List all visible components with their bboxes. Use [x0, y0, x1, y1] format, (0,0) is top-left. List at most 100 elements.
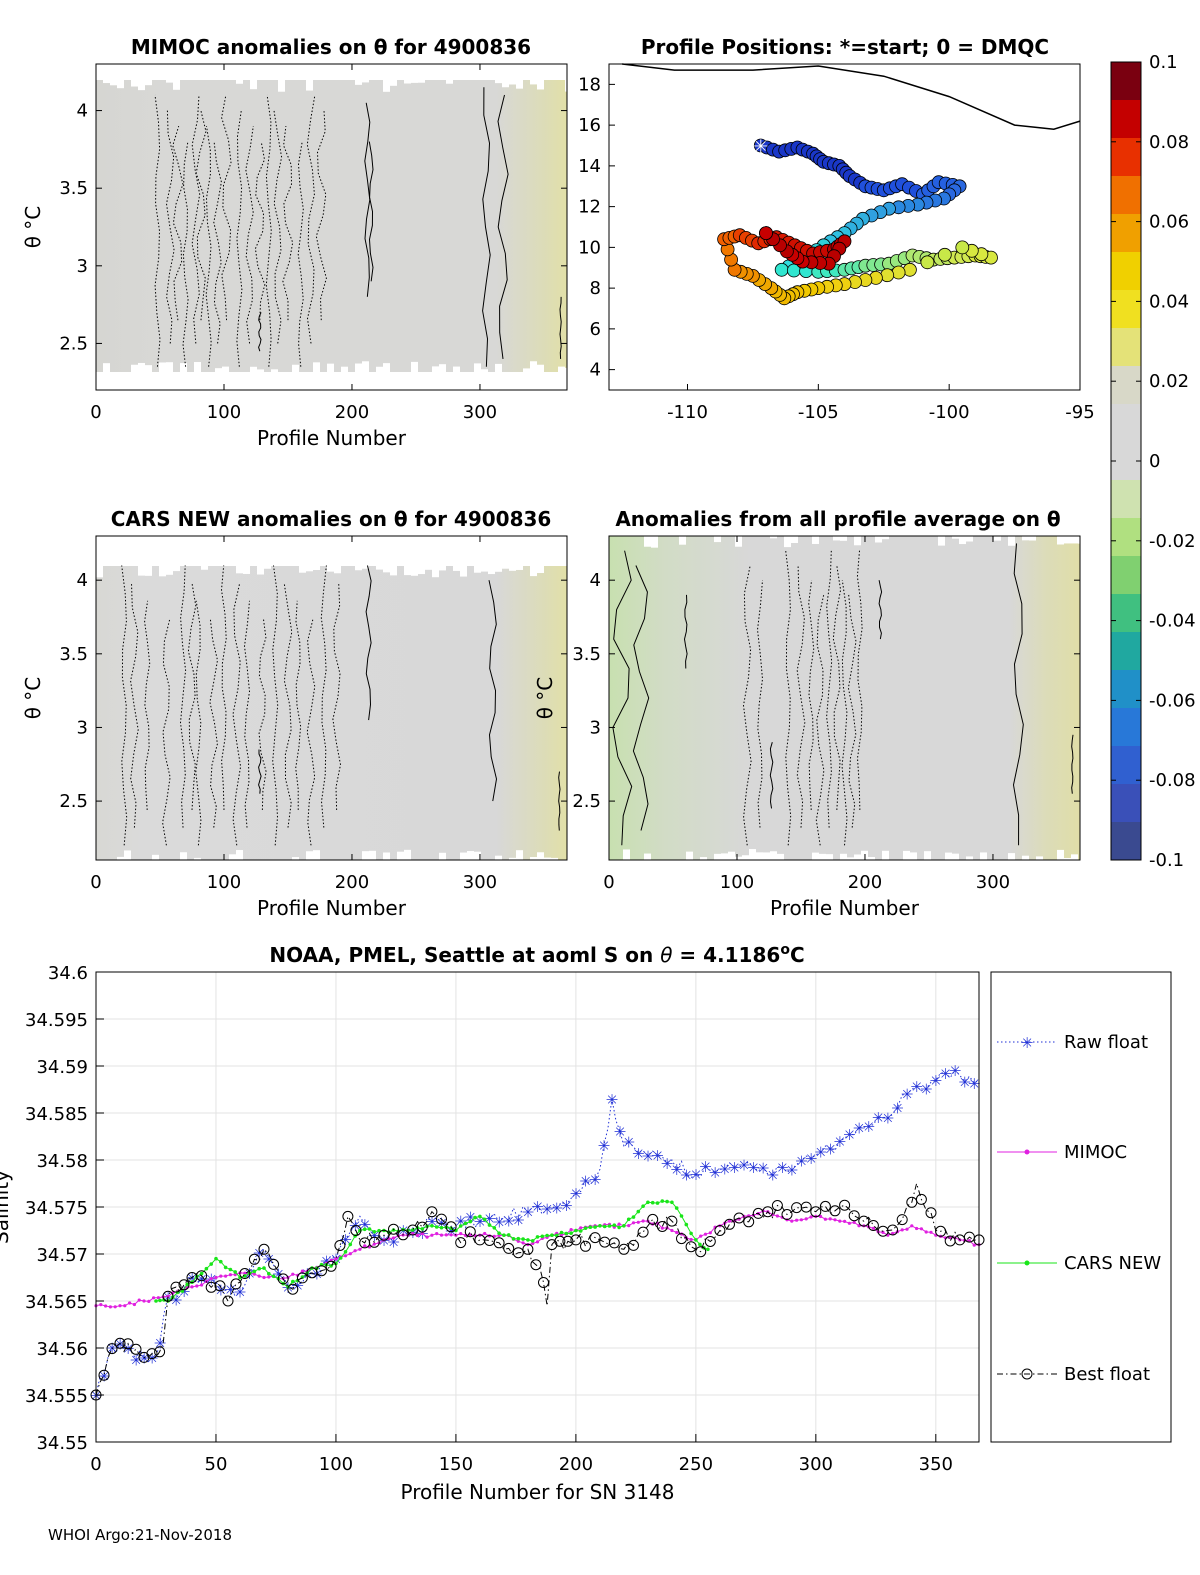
- colorbar-swatch: [1111, 404, 1141, 443]
- mimoc-point: [838, 1219, 842, 1223]
- cars-point: [588, 1225, 593, 1229]
- cars-point: [612, 1223, 617, 1227]
- mimoc-point: [411, 1232, 415, 1236]
- raw-float-point: ✳: [531, 1198, 544, 1216]
- mimoc-point: [334, 1257, 338, 1261]
- cars-field: [96, 566, 567, 860]
- colorbar-swatch: [1111, 480, 1141, 519]
- cars-point: [631, 1215, 636, 1219]
- salinity-ytick-label: 34.6: [48, 963, 88, 984]
- profile-position-marker: [880, 268, 895, 283]
- salinity-xtick-label: 150: [439, 1454, 473, 1475]
- mimoc-point: [449, 1233, 453, 1237]
- mimoc-point: [200, 1283, 204, 1287]
- positions-xtick-label: -105: [798, 402, 839, 423]
- mimoc-point: [843, 1219, 847, 1223]
- legend-marker: [1024, 1149, 1030, 1155]
- best-float-point: [368, 1236, 380, 1248]
- mimoc-contour: [213, 141, 222, 344]
- best-float-point: [154, 1346, 166, 1358]
- best-float-point: [762, 1206, 774, 1218]
- mimoc-contour: [482, 87, 491, 367]
- colorbar-tick-label: 0.02: [1149, 371, 1189, 392]
- cars-point: [154, 1299, 158, 1303]
- raw-float-point: ✳: [661, 1155, 674, 1173]
- best-float-point: [829, 1205, 841, 1217]
- allavg-xtick-label: 0: [603, 872, 614, 893]
- allavg-contour: [742, 565, 752, 846]
- best-float-point: [162, 1290, 174, 1302]
- cars-point: [679, 1214, 684, 1218]
- allavg-ytick-label: 2.5: [572, 791, 601, 812]
- cars-point: [545, 1233, 549, 1238]
- raw-float-point: ✳: [930, 1072, 943, 1090]
- cars-point: [598, 1224, 602, 1228]
- mimoc-point: [430, 1233, 434, 1237]
- raw-float-point: ✳: [843, 1126, 856, 1144]
- legend-label: Raw float: [1064, 1032, 1148, 1053]
- cars-point: [569, 1231, 573, 1235]
- cars-point: [698, 1242, 702, 1247]
- legend-label: MIMOC: [1064, 1142, 1127, 1163]
- positions-ytick-label: 12: [578, 197, 601, 218]
- best-float-point: [106, 1343, 118, 1355]
- cars-point: [521, 1237, 525, 1241]
- mimoc-point: [871, 1226, 876, 1230]
- mimoc-point: [804, 1217, 808, 1221]
- raw-float-point: ✳: [589, 1171, 602, 1189]
- best-float-point: [771, 1200, 783, 1211]
- best-float-point: [685, 1241, 697, 1253]
- cars-point: [636, 1209, 641, 1214]
- best-float-point: [915, 1193, 927, 1205]
- colorbar-swatch: [1111, 784, 1141, 823]
- best-float-point: [205, 1281, 217, 1293]
- cars-point: [578, 1229, 583, 1233]
- best-float-point: [296, 1272, 308, 1284]
- colorbar-tick-label: -0.06: [1149, 690, 1196, 711]
- mimoc-point: [483, 1231, 487, 1236]
- raw-float-point: ✳: [690, 1166, 703, 1184]
- raw-float-point: ✳: [709, 1164, 722, 1182]
- mimoc-point: [113, 1305, 117, 1309]
- raw-float-point: ✳: [570, 1185, 583, 1203]
- allavg-contour: [1012, 543, 1024, 846]
- cars-point: [233, 1270, 237, 1274]
- raw-float-point: ✳: [614, 1123, 627, 1141]
- cars-contour: [488, 580, 498, 802]
- mimoc-point: [636, 1220, 640, 1224]
- cars-contour: [258, 749, 262, 794]
- colorbar-swatch: [1111, 176, 1141, 215]
- best-float-point: [436, 1213, 447, 1225]
- cars-point: [291, 1279, 295, 1284]
- series-line-0: [95, 1069, 980, 1396]
- mimoc-point: [790, 1219, 794, 1223]
- mimoc-point: [267, 1275, 271, 1279]
- mimoc-point: [262, 1275, 266, 1280]
- cars-xtick-label: 100: [207, 872, 241, 893]
- best-float-point: [666, 1215, 678, 1227]
- mimoc-contour: [254, 141, 266, 321]
- best-float-point: [426, 1206, 438, 1218]
- legend-marker: [1021, 1368, 1033, 1380]
- cars-point: [689, 1231, 693, 1236]
- allavg-ytick-label: 4: [590, 570, 601, 591]
- cars-point: [473, 1215, 477, 1220]
- cars-point: [420, 1227, 425, 1231]
- cars-point: [559, 1230, 564, 1235]
- allavg-contour: [841, 580, 848, 846]
- salinity-xtick-label: 250: [679, 1454, 713, 1475]
- mimoc-point: [209, 1277, 213, 1281]
- positions-title: Profile Positions: *=start; 0 = DMQC: [641, 35, 1049, 59]
- best-float-point: [342, 1210, 354, 1222]
- best-float-point: [268, 1258, 280, 1270]
- mimoc-point: [823, 1217, 828, 1221]
- best-float-point: [546, 1239, 558, 1251]
- best-float-point: [819, 1200, 831, 1212]
- best-float-point: [130, 1343, 142, 1355]
- profile-position-marker: [920, 255, 935, 270]
- cars-point: [463, 1221, 468, 1226]
- raw-float-point: ✳: [853, 1119, 866, 1137]
- colorbar-swatch: [1111, 214, 1141, 253]
- best-float-point: [196, 1270, 208, 1282]
- raw-float-point: ✳: [483, 1210, 496, 1228]
